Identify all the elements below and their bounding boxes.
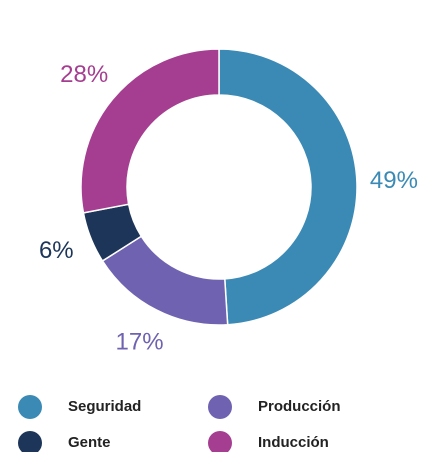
- value-label: 17%: [116, 328, 164, 355]
- value-label: 6%: [39, 237, 74, 264]
- legend-label: Producción: [258, 398, 341, 415]
- legend-label: Inducción: [258, 434, 329, 451]
- legend-swatch: [208, 395, 232, 419]
- value-label: 49%: [370, 167, 418, 194]
- legend-label: Gente: [68, 434, 111, 451]
- legend-label: Seguridad: [68, 398, 141, 415]
- legend-swatch: [18, 395, 42, 419]
- value-label: 28%: [60, 61, 108, 88]
- legend-swatch: [18, 431, 42, 452]
- donut-segment: [218, 48, 358, 326]
- legend-swatch: [208, 431, 232, 452]
- donut-segment: [80, 48, 220, 214]
